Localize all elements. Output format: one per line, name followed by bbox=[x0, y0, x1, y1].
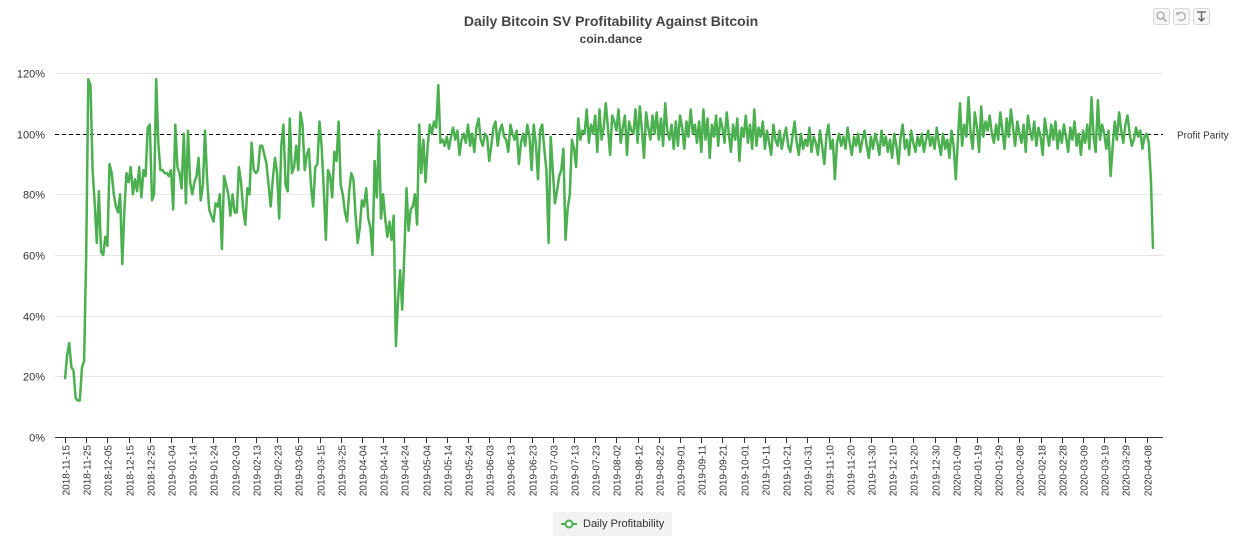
x-tick-label: 2019-08-22 bbox=[656, 445, 667, 497]
x-tick-label: 2020-03-09 bbox=[1080, 445, 1091, 497]
x-tick-label: 2019-10-01 bbox=[741, 445, 752, 497]
x-tick-label: 2019-02-03 bbox=[232, 445, 243, 497]
x-tick-label: 2019-12-10 bbox=[889, 445, 900, 497]
x-tick-label: 2019-11-30 bbox=[868, 445, 879, 496]
x-tick-label: 2019-02-13 bbox=[253, 445, 264, 497]
x-tick-label: 2020-01-19 bbox=[974, 445, 985, 497]
x-tick-label: 2019-07-23 bbox=[592, 445, 603, 497]
x-tick-label: 2019-04-24 bbox=[401, 445, 412, 497]
x-tick-label: 2019-10-21 bbox=[783, 445, 794, 497]
x-tick-label: 2019-01-04 bbox=[168, 445, 179, 497]
chart-subtitle: coin.dance bbox=[579, 32, 643, 46]
chart-toolbar bbox=[1153, 8, 1210, 25]
x-tick-label: 2019-01-14 bbox=[189, 445, 200, 497]
x-tick-label: 2019-07-03 bbox=[550, 445, 561, 497]
x-tick-label: 2019-06-03 bbox=[486, 445, 497, 497]
x-tick-label: 2019-09-21 bbox=[719, 445, 730, 497]
zoom-icon bbox=[1156, 11, 1168, 23]
x-tick-label: 2020-02-28 bbox=[1059, 445, 1070, 497]
daily-profitability-series-line[interactable] bbox=[63, 77, 1155, 402]
x-tick-label: 2020-01-29 bbox=[995, 445, 1006, 497]
x-tick-label: 2019-06-23 bbox=[529, 445, 540, 497]
x-tick-label: 2019-09-11 bbox=[698, 445, 709, 496]
x-axis-ticks bbox=[65, 437, 1148, 443]
x-tick-label: 2019-04-04 bbox=[359, 445, 370, 497]
profit-parity-label: Profit Parity bbox=[1177, 131, 1229, 142]
x-tick-label: 2019-05-04 bbox=[423, 445, 434, 497]
x-axis-tick-labels: 2018-11-15 2018-11-25 2018-12-05 2018-12-15… bbox=[62, 445, 1155, 497]
x-tick-label: 2020-03-19 bbox=[1101, 445, 1112, 497]
y-axis-tick-labels: 0% 20% 40% 60% 80% 100% 120% bbox=[17, 69, 45, 445]
x-tick-label: 2019-11-20 bbox=[847, 445, 858, 496]
y-tick-label: 0% bbox=[29, 433, 45, 445]
x-tick-label: 2019-01-24 bbox=[210, 445, 221, 497]
legend-series-icon bbox=[561, 519, 577, 529]
x-tick-label: 2020-01-09 bbox=[953, 445, 964, 497]
y-tick-label: 20% bbox=[23, 372, 45, 384]
x-tick-label: 2018-11-15 bbox=[62, 445, 73, 496]
x-tick-label: 2019-10-11 bbox=[762, 445, 773, 496]
reset-zoom-button[interactable] bbox=[1173, 8, 1190, 25]
y-tick-label: 120% bbox=[17, 69, 45, 81]
export-button[interactable] bbox=[1193, 8, 1210, 25]
chart-title: Daily Bitcoin SV Profitability Against B… bbox=[463, 13, 759, 29]
x-tick-label: 2019-05-14 bbox=[444, 445, 455, 497]
y-tick-label: 60% bbox=[23, 251, 45, 263]
x-tick-label: 2019-06-13 bbox=[507, 445, 518, 497]
x-tick-label: 2019-03-15 bbox=[317, 445, 328, 497]
legend-label: Daily Profitability bbox=[583, 518, 665, 530]
x-tick-label: 2018-11-25 bbox=[83, 445, 94, 496]
x-tick-label: 2018-12-15 bbox=[126, 445, 137, 497]
x-tick-label: 2019-03-25 bbox=[338, 445, 349, 497]
reset-zoom-icon bbox=[1176, 11, 1186, 22]
x-tick-label: 2019-09-01 bbox=[677, 445, 688, 497]
x-tick-label: 2019-08-02 bbox=[613, 445, 624, 497]
x-tick-label: 2020-03-29 bbox=[1122, 445, 1133, 497]
legend-item-daily-profitability[interactable]: Daily Profitability bbox=[553, 512, 673, 536]
x-tick-label: 2018-12-05 bbox=[104, 445, 115, 497]
x-tick-label: 2018-12-25 bbox=[147, 445, 158, 497]
export-icon bbox=[1197, 11, 1206, 22]
x-tick-label: 2020-04-08 bbox=[1144, 445, 1155, 497]
x-tick-label: 2019-07-13 bbox=[571, 445, 582, 497]
x-tick-label: 2019-12-20 bbox=[910, 445, 921, 497]
x-tick-label: 2019-03-05 bbox=[295, 445, 306, 497]
x-tick-label: 2019-11-10 bbox=[826, 445, 837, 496]
y-tick-label: 40% bbox=[23, 312, 45, 324]
x-tick-label: 2019-05-24 bbox=[465, 445, 476, 497]
x-tick-label: 2019-04-14 bbox=[380, 445, 391, 497]
zoom-button[interactable] bbox=[1153, 8, 1170, 25]
x-tick-label: 2019-12-30 bbox=[932, 445, 943, 497]
y-tick-label: 100% bbox=[17, 130, 45, 142]
x-tick-label: 2019-02-23 bbox=[274, 445, 285, 497]
x-tick-label: 2020-02-08 bbox=[1016, 445, 1027, 497]
x-tick-label: 2020-02-18 bbox=[1038, 445, 1049, 497]
y-tick-label: 80% bbox=[23, 190, 45, 202]
x-tick-label: 2019-10-31 bbox=[804, 445, 815, 497]
x-tick-label: 2019-08-12 bbox=[635, 445, 646, 497]
